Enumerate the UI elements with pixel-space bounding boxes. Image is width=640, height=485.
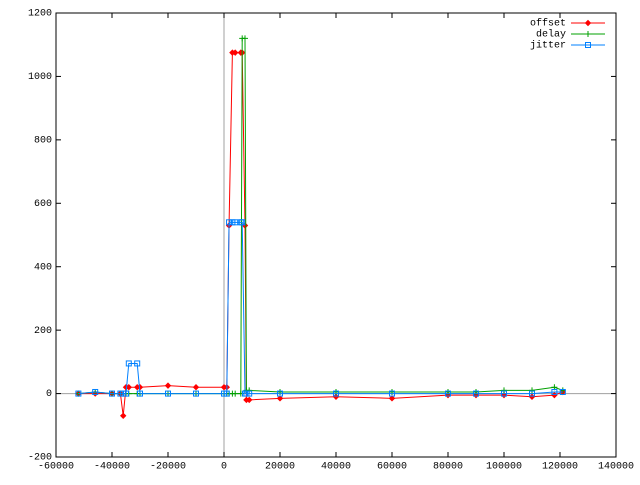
x-tick-label: 120000 xyxy=(542,462,578,473)
series-line xyxy=(78,221,563,395)
legend-label: jitter xyxy=(530,40,566,52)
x-tick-label: -60000 xyxy=(38,462,74,473)
marker xyxy=(119,412,127,419)
marker xyxy=(137,390,143,397)
marker xyxy=(123,390,129,397)
marker xyxy=(92,388,99,395)
y-tick-label: 200 xyxy=(34,326,52,337)
x-tick-label: 0 xyxy=(221,462,227,473)
marker xyxy=(192,384,200,391)
x-tick-label: 80000 xyxy=(433,462,463,473)
marker xyxy=(232,390,239,397)
marker xyxy=(134,360,141,367)
marker xyxy=(231,49,239,56)
series-line xyxy=(78,52,563,416)
x-tick-label: 40000 xyxy=(321,462,351,473)
x-tick-label: 60000 xyxy=(377,462,407,473)
marker xyxy=(333,390,339,397)
marker xyxy=(223,390,230,397)
x-tick-label: 100000 xyxy=(486,462,522,473)
y-tick-label: 400 xyxy=(34,262,52,273)
x-tick-label: 20000 xyxy=(265,462,295,473)
marker xyxy=(388,395,396,402)
marker xyxy=(226,219,233,226)
marker xyxy=(245,396,253,404)
marker xyxy=(584,19,592,27)
x-tick-label: 140000 xyxy=(598,462,634,473)
y-tick-label: -200 xyxy=(28,453,52,464)
marker xyxy=(332,393,340,400)
y-tick-label: 1000 xyxy=(28,72,52,83)
marker xyxy=(125,360,132,367)
marker xyxy=(389,390,395,397)
marker xyxy=(473,390,479,397)
marker xyxy=(559,388,566,395)
marker xyxy=(551,388,558,395)
marker xyxy=(239,219,246,226)
x-tick-label: -20000 xyxy=(150,462,186,473)
x-tick-label: -40000 xyxy=(94,462,130,473)
marker xyxy=(109,390,115,397)
y-tick-label: 1200 xyxy=(28,9,52,20)
marker xyxy=(75,390,82,397)
marker xyxy=(246,390,253,397)
marker xyxy=(501,390,507,397)
marker xyxy=(276,395,284,402)
marker xyxy=(193,390,199,397)
y-tick-label: 600 xyxy=(34,199,52,210)
y-tick-label: 0 xyxy=(46,389,52,400)
marker xyxy=(445,390,451,397)
marker xyxy=(585,31,591,37)
series-line xyxy=(78,37,563,395)
y-tick-label: 800 xyxy=(34,135,52,146)
marker xyxy=(529,387,535,394)
marker xyxy=(529,390,535,397)
legend-label: offset xyxy=(530,18,566,30)
marker xyxy=(528,393,536,400)
marker xyxy=(585,42,591,48)
marker xyxy=(242,35,248,42)
marker xyxy=(165,390,171,397)
marker xyxy=(232,219,239,226)
marker xyxy=(501,387,507,394)
marker xyxy=(164,382,172,389)
marker xyxy=(277,390,283,397)
legend-label: delay xyxy=(536,29,566,41)
